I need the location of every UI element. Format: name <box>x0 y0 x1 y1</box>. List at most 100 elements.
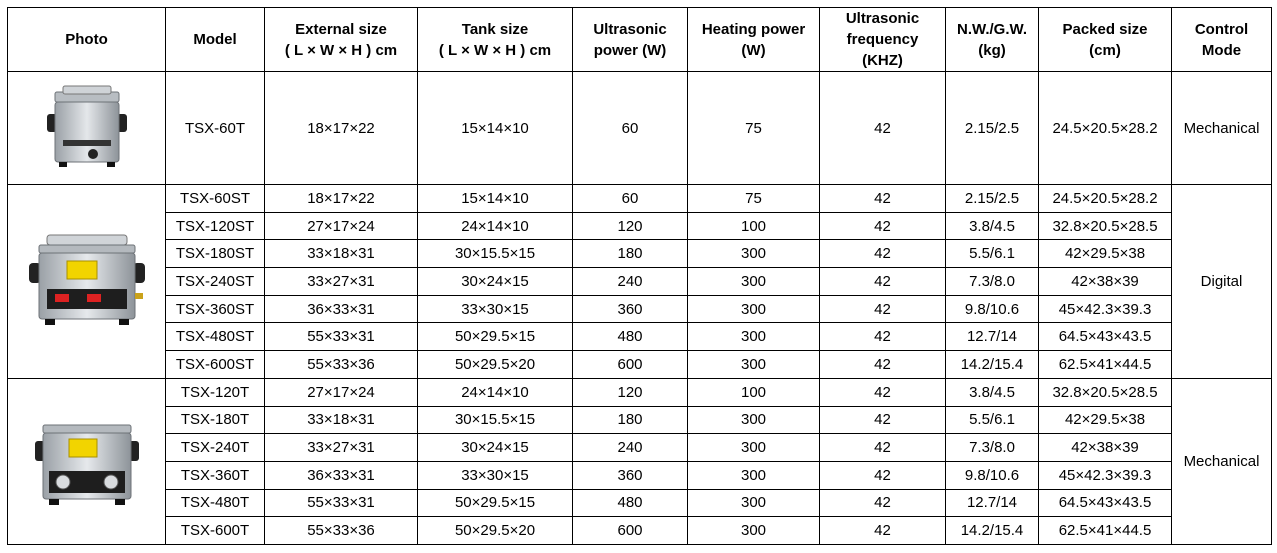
external-size-cell: 27×17×24 <box>264 377 418 407</box>
header-line: ( L × W × H ) cm <box>438 41 552 59</box>
external-size-cell: 33×27×31 <box>264 433 418 462</box>
weight-cell: 3.8/4.5 <box>945 211 1039 241</box>
table-row: TSX-120T 27×17×24 24×14×10 120 100 42 3.8/4.5 3… <box>7 377 1272 545</box>
header-line: Model <box>193 31 237 48</box>
frequency-cell: 42 <box>819 184 946 213</box>
frequency-cell: 42 <box>819 516 946 545</box>
packed-size-cell: 45×42.3×39.3 <box>1038 460 1172 490</box>
spec-table: Photo Model External size ( L × W × H ) cm T… <box>7 7 1272 545</box>
header-line: (W) <box>741 41 766 59</box>
external-size-cell: 55×33×31 <box>264 322 418 352</box>
table-row: TSX-60ST 18×17×22 15×14×10 60 75 42 2.15/2.5 24… <box>7 184 1272 379</box>
mechanical-ultrasonic-cleaner-icon <box>9 411 165 511</box>
packed-size-cell: 32.8×20.5×28.5 <box>1038 211 1172 241</box>
header-line: (cm) <box>1089 41 1121 59</box>
header-line: frequency <box>846 31 919 48</box>
tank-size-cell: 33×30×15 <box>417 460 573 490</box>
heating-power-cell: 300 <box>687 516 820 545</box>
model-cell: TSX-480T <box>165 488 265 518</box>
external-size-cell: 36×33×31 <box>264 294 418 324</box>
header-line: Ultrasonic <box>845 10 920 27</box>
header-ultrasonic-frequency: Ultrasonic frequency (KHZ) <box>819 7 946 72</box>
table-row: TSX-360ST 36×33×31 33×30×15 360 300 42 9.8/10.… <box>8 294 1272 324</box>
tank-size-cell: 30×24×15 <box>417 433 573 462</box>
control-mode-cell: Mechanical <box>1171 377 1272 545</box>
model-cell: TSX-360T <box>165 460 265 490</box>
header-line: ( L × W × H ) cm <box>284 41 398 59</box>
packed-size-cell: 24.5×20.5×28.2 <box>1038 184 1172 213</box>
tank-size-cell: 15×14×10 <box>417 184 573 213</box>
model-cell: TSX-240T <box>165 433 265 462</box>
table-row: TSX-600T 55×33×36 50×29.5×20 600 300 42 14.2/1… <box>8 516 1272 545</box>
ultrasonic-power-cell: 120 <box>572 211 688 241</box>
model-cell: TSX-60T <box>165 71 265 185</box>
spec-body: TSX-60T 18×17×22 15×14×10 60 75 42 2.15/2.5 24.… <box>7 71 1272 545</box>
frequency-cell: 42 <box>819 322 946 352</box>
packed-size-cell: 64.5×43×43.5 <box>1038 488 1172 518</box>
heating-power-cell: 300 <box>687 405 820 435</box>
header-line: Packed size <box>1062 20 1148 38</box>
frequency-cell: 42 <box>819 294 946 324</box>
tank-size-cell: 24×14×10 <box>417 211 573 241</box>
control-mode-cell: Mechanical <box>1171 71 1272 185</box>
model-cell: TSX-120ST <box>165 211 265 241</box>
model-cell: TSX-600T <box>165 516 265 545</box>
tank-size-cell: 50×29.5×20 <box>417 516 573 545</box>
header-line: Heating power <box>701 20 806 38</box>
external-size-cell: 27×17×24 <box>264 211 418 241</box>
weight-cell: 2.15/2.5 <box>945 184 1039 213</box>
packed-size-cell: 42×29.5×38 <box>1038 239 1172 269</box>
model-cell: TSX-600ST <box>165 350 265 379</box>
frequency-cell: 42 <box>819 460 946 490</box>
tank-size-cell: 33×30×15 <box>417 294 573 324</box>
packed-size-cell: 45×42.3×39.3 <box>1038 294 1172 324</box>
ultrasonic-power-cell: 60 <box>572 184 688 213</box>
weight-cell: 14.2/15.4 <box>945 516 1039 545</box>
frequency-cell: 42 <box>819 488 946 518</box>
weight-cell: 7.3/8.0 <box>945 267 1039 296</box>
packed-size-cell: 64.5×43×43.5 <box>1038 322 1172 352</box>
packed-size-cell: 24.5×20.5×28.2 <box>1038 71 1172 185</box>
header-line: (KHZ) <box>862 52 903 69</box>
weight-cell: 12.7/14 <box>945 322 1039 352</box>
table-row: TSX-240ST 33×27×31 30×24×15 240 300 42 7.3/8.0… <box>8 267 1272 296</box>
model-cell: TSX-120T <box>165 377 265 407</box>
table-row: TSX-120ST 27×17×24 24×14×10 120 100 42 3.8/4.5… <box>8 211 1272 241</box>
heating-power-cell: 300 <box>687 433 820 462</box>
header-line: N.W./G.W. <box>957 20 1027 38</box>
external-size-cell: 18×17×22 <box>264 184 418 213</box>
table-row: TSX-360T 36×33×31 33×30×15 360 300 42 9.8/10.6… <box>8 460 1272 490</box>
header-line: Control <box>1194 20 1249 38</box>
weight-cell: 2.15/2.5 <box>945 71 1039 185</box>
tank-size-cell: 50×29.5×20 <box>417 350 573 379</box>
tank-size-cell: 30×24×15 <box>417 267 573 296</box>
ultrasonic-power-cell: 240 <box>572 433 688 462</box>
header-line: Photo <box>65 31 108 48</box>
digital-ultrasonic-cleaner-icon <box>9 231 165 331</box>
header-line: External size <box>295 20 387 38</box>
weight-cell: 9.8/10.6 <box>945 294 1039 324</box>
table-row: TSX-240T 33×27×31 30×24×15 240 300 42 7.3/8.0 4… <box>8 433 1272 462</box>
packed-size-cell: 32.8×20.5×28.5 <box>1038 377 1172 407</box>
model-cell: TSX-240ST <box>165 267 265 296</box>
ultrasonic-power-cell: 120 <box>572 377 688 407</box>
frequency-cell: 42 <box>819 239 946 269</box>
frequency-cell: 42 <box>819 405 946 435</box>
tank-size-cell: 50×29.5×15 <box>417 322 573 352</box>
packed-size-cell: 62.5×41×44.5 <box>1038 350 1172 379</box>
model-cell: TSX-180ST <box>165 239 265 269</box>
header-external-size: External size ( L × W × H ) cm <box>264 7 418 72</box>
external-size-cell: 55×33×36 <box>264 350 418 379</box>
header-heating-power: Heating power (W) <box>687 7 820 72</box>
header-model: Model <box>165 7 265 72</box>
model-cell: TSX-180T <box>165 405 265 435</box>
ultrasonic-power-cell: 480 <box>572 488 688 518</box>
external-size-cell: 55×33×31 <box>264 488 418 518</box>
photo-cell <box>7 377 166 545</box>
frequency-cell: 42 <box>819 267 946 296</box>
header-row: Photo Model External size( L × W × H ) cm T… <box>7 7 1272 72</box>
ultrasonic-power-cell: 360 <box>572 294 688 324</box>
heating-power-cell: 300 <box>687 239 820 269</box>
ultrasonic-power-cell: 600 <box>572 516 688 545</box>
header-packed-size: Packed size (cm) <box>1038 7 1172 72</box>
